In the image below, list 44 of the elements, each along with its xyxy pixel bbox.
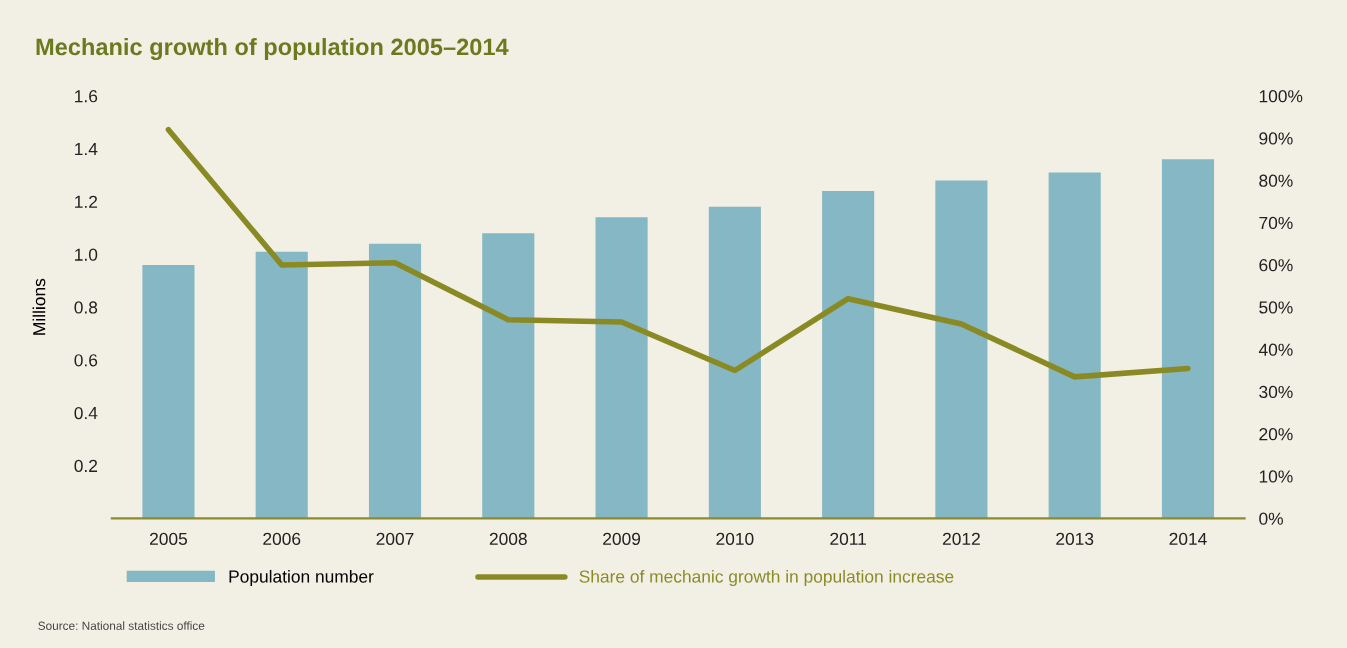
y-tick-label: 1.6 <box>75 90 98 103</box>
y-tick-label: 0.8 <box>74 301 98 314</box>
x-tick-label: 2011 <box>830 532 866 546</box>
source-note: Source: National statistics office <box>38 621 205 630</box>
y2-tick-label: 100% <box>1259 90 1303 103</box>
bar <box>142 264 195 519</box>
x-tick-label: 2008 <box>489 532 527 546</box>
bar <box>708 206 761 519</box>
bar <box>1048 172 1101 519</box>
x-tick-label: 2006 <box>263 532 301 546</box>
bar <box>482 233 535 519</box>
y-tick-label: 0.6 <box>74 354 98 367</box>
y-axis-title: Millions <box>32 278 46 335</box>
y2-tick-label: 90% <box>1259 132 1293 145</box>
chart-title: Mechanic growth of population 2005–2014 <box>36 37 509 61</box>
y-tick-label: 0.2 <box>74 459 98 473</box>
x-tick-label: 2013 <box>1056 532 1094 546</box>
x-tick-label: 2010 <box>716 532 754 546</box>
bar <box>822 190 875 519</box>
y2-tick-label: 0% <box>1259 512 1283 525</box>
bar <box>595 217 648 519</box>
y-tick-label: 0.4 <box>74 406 98 420</box>
bar <box>368 243 422 519</box>
bar <box>935 180 988 519</box>
y2-tick-label: 20% <box>1259 428 1293 441</box>
y2-tick-label: 80% <box>1259 174 1293 187</box>
y2-tick-label: 30% <box>1259 385 1293 399</box>
bar <box>255 251 308 519</box>
bar <box>1161 159 1215 519</box>
y2-tick-label: 40% <box>1258 343 1293 356</box>
x-tick-label: 2007 <box>376 532 414 546</box>
x-tick-label: 2012 <box>942 532 980 546</box>
y2-tick-label: 10% <box>1259 470 1293 483</box>
text: Share of mechanic growth in population increase <box>579 569 954 587</box>
y2-tick-label: 60% <box>1259 259 1293 272</box>
x-tick-label: 2005 <box>150 532 188 546</box>
y2-tick-label: 70% <box>1259 216 1293 230</box>
y-tick-label: 1.2 <box>75 195 98 208</box>
y-tick-label: 1.0 <box>75 248 98 261</box>
y-tick-label: 1.4 <box>75 143 98 156</box>
x-tick-label: 2014 <box>1169 532 1207 546</box>
x-tick-label: 2009 <box>603 532 641 546</box>
legend-label: Population number <box>229 569 374 587</box>
y2-tick-label: 50% <box>1259 301 1293 314</box>
